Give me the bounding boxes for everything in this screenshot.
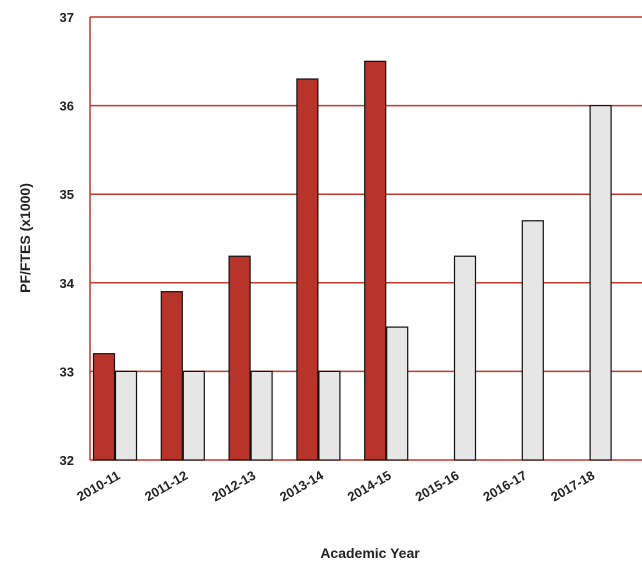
x-tick-label: 2011-12 <box>142 468 190 504</box>
bar-series2 <box>318 370 341 461</box>
bar-series1 <box>296 78 319 461</box>
bar-series2 <box>250 370 273 461</box>
bar-series2 <box>182 370 205 461</box>
x-tick-label: 2014-15 <box>345 468 394 505</box>
y-tick-label: 33 <box>60 364 74 379</box>
y-tick-labels: 32 33 34 35 36 37 <box>60 10 75 468</box>
bar-series1 <box>228 255 251 461</box>
x-tick-labels: 2010-11 2011-12 2012-13 2013-14 2014-15 2015-… <box>74 467 597 504</box>
x-tick-label: 2010-11 <box>74 468 122 504</box>
x-tick-label: 2016-17 <box>480 468 529 505</box>
bar-series2 <box>589 104 612 461</box>
y-tick-label: 37 <box>60 10 74 25</box>
y-tick-label: 32 <box>60 453 74 468</box>
x-tick-label: 2012-13 <box>209 468 258 505</box>
bars <box>92 60 612 461</box>
bar-series2 <box>386 326 409 461</box>
y-tick-label: 34 <box>60 276 75 291</box>
bar-series2 <box>521 220 544 461</box>
bar-series1 <box>160 291 183 461</box>
bar-series2 <box>114 370 138 461</box>
bar-series1 <box>364 60 387 461</box>
bar-series1 <box>92 353 116 461</box>
x-tick-label: 2017-18 <box>548 468 597 505</box>
y-tick-label: 35 <box>60 187 74 202</box>
x-tick-label: 2015-16 <box>413 468 462 505</box>
x-axis-title: Academic Year <box>320 545 420 561</box>
y-axis-title: PF/FTES (x1000) <box>17 183 33 293</box>
bar-series2 <box>453 255 477 461</box>
x-tick-label: 2013-14 <box>277 467 326 504</box>
y-tick-label: 36 <box>60 99 74 114</box>
